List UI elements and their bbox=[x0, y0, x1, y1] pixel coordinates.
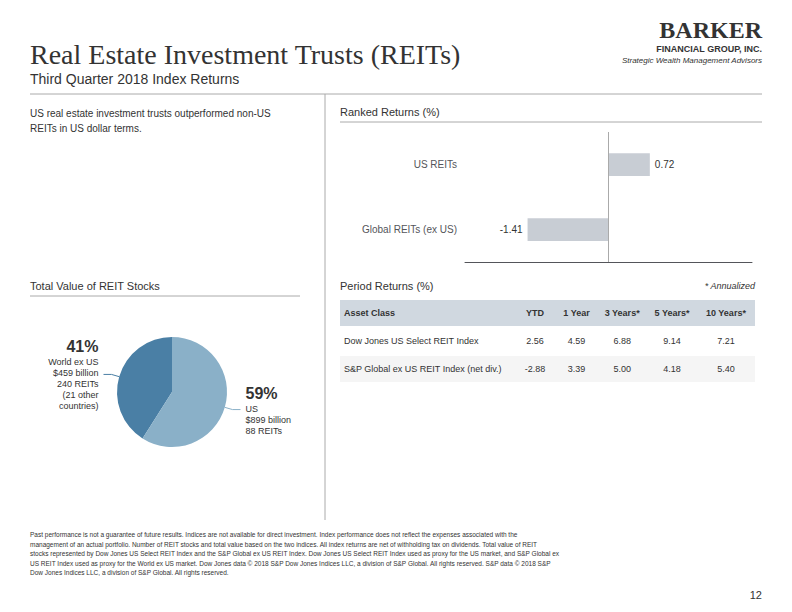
svg-text:FINANCIAL GROUP, INC.: FINANCIAL GROUP, INC. bbox=[656, 44, 762, 54]
svg-text:Third Quarter 2018 Index Retur: Third Quarter 2018 Index Returns bbox=[30, 71, 239, 87]
svg-text:US REITs: US REITs bbox=[414, 159, 457, 170]
svg-text:Asset Class: Asset Class bbox=[344, 308, 395, 318]
svg-text:Strategic Wealth Management Ad: Strategic Wealth Management Advisors bbox=[622, 56, 762, 65]
svg-text:5 Years*: 5 Years* bbox=[655, 308, 690, 318]
svg-text:3.39: 3.39 bbox=[568, 364, 586, 374]
svg-text:US real estate investment trus: US real estate investment trusts outperf… bbox=[30, 108, 271, 119]
svg-text:* Annualized: * Annualized bbox=[705, 281, 756, 291]
svg-text:Total Value of REIT Stocks: Total Value of REIT Stocks bbox=[30, 280, 160, 292]
svg-text:3 Years*: 3 Years* bbox=[605, 308, 640, 318]
svg-text:5.00: 5.00 bbox=[613, 364, 631, 374]
svg-text:YTD: YTD bbox=[526, 308, 545, 318]
svg-text:Real Estate Investment Trusts: Real Estate Investment Trusts (REITs) bbox=[30, 39, 460, 70]
svg-text:US: US bbox=[245, 404, 258, 414]
svg-text:Dow Jones Indices LLC, a divis: Dow Jones Indices LLC, a division of S&P… bbox=[30, 569, 229, 577]
svg-text:Dow Jones US Select REIT Index: Dow Jones US Select REIT Index bbox=[344, 336, 479, 346]
svg-text:5.40: 5.40 bbox=[717, 364, 735, 374]
svg-text:9.14: 9.14 bbox=[663, 336, 681, 346]
svg-text:$459 billion: $459 billion bbox=[53, 368, 99, 378]
svg-text:(21 other: (21 other bbox=[62, 390, 98, 400]
svg-text:management of an actual portfo: management of an actual portfolio. Numbe… bbox=[30, 541, 537, 549]
svg-text:7.21: 7.21 bbox=[717, 336, 735, 346]
svg-text:BARKER: BARKER bbox=[659, 17, 762, 43]
svg-text:88 REITs: 88 REITs bbox=[245, 426, 282, 436]
svg-text:US REIT Index used as proxy fo: US REIT Index used as proxy for the Worl… bbox=[30, 560, 551, 568]
svg-text:1 Year: 1 Year bbox=[563, 308, 590, 318]
svg-text:REITs in US dollar terms.: REITs in US dollar terms. bbox=[30, 123, 142, 134]
svg-text:12: 12 bbox=[750, 589, 762, 601]
svg-text:-1.41: -1.41 bbox=[500, 224, 523, 235]
svg-text:countries): countries) bbox=[59, 401, 99, 411]
svg-text:Past performance is not a guar: Past performance is not a guarantee of f… bbox=[30, 531, 518, 539]
svg-text:240 REITs: 240 REITs bbox=[57, 379, 99, 389]
svg-text:4.59: 4.59 bbox=[568, 336, 586, 346]
svg-text:0.72: 0.72 bbox=[655, 159, 675, 170]
svg-text:41%: 41% bbox=[66, 338, 98, 355]
svg-text:6.88: 6.88 bbox=[613, 336, 631, 346]
svg-text:$899 billion: $899 billion bbox=[245, 415, 291, 425]
svg-text:S&P Global ex US REIT Index (n: S&P Global ex US REIT Index (net div.) bbox=[344, 364, 502, 374]
svg-text:stocks represented by Dow Jone: stocks represented by Dow Jones US Selec… bbox=[30, 550, 560, 558]
svg-text:Ranked Returns (%): Ranked Returns (%) bbox=[340, 106, 440, 118]
svg-text:-2.88: -2.88 bbox=[525, 364, 546, 374]
svg-text:59%: 59% bbox=[245, 385, 277, 402]
svg-text:Global REITs (ex US): Global REITs (ex US) bbox=[362, 224, 457, 235]
svg-text:Period Returns (%): Period Returns (%) bbox=[340, 280, 434, 292]
svg-text:World ex US: World ex US bbox=[48, 357, 98, 367]
svg-text:4.18: 4.18 bbox=[663, 364, 681, 374]
svg-text:2.56: 2.56 bbox=[526, 336, 544, 346]
svg-text:10 Years*: 10 Years* bbox=[706, 308, 746, 318]
